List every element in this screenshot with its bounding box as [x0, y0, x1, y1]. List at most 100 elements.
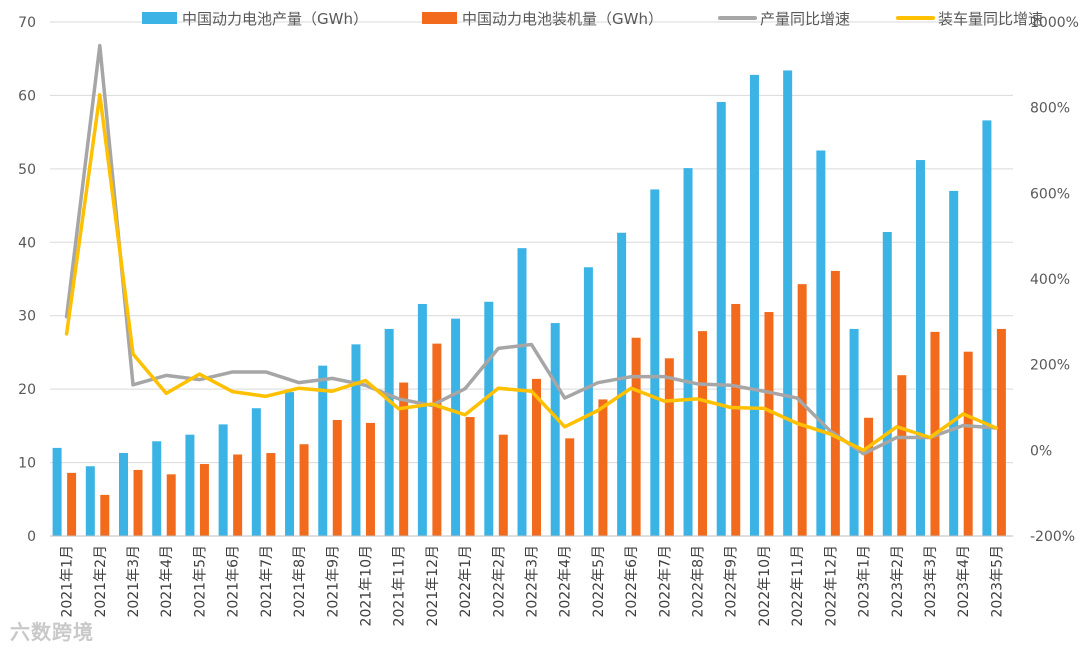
y-left-tick-label: 30 — [18, 309, 36, 325]
bar-production — [85, 466, 95, 536]
y-right-tick-label: 200% — [1030, 358, 1070, 374]
bar-production — [617, 232, 627, 537]
bar-production — [816, 150, 826, 536]
legend: 中国动力电池产量（GWh） 中国动力电池装机量（GWh） 产量同比增速 装车量同比增速 — [142, 10, 1043, 28]
gridlines — [50, 21, 1013, 537]
y-right-tick-label: -200% — [1030, 529, 1075, 545]
x-tick-label: 2023年5月 — [989, 545, 1005, 618]
legend-label: 中国动力电池装机量（GWh） — [462, 10, 663, 28]
bar-installed — [432, 343, 442, 536]
x-tick-label: 2021年9月 — [325, 545, 341, 618]
bar-installed — [897, 375, 907, 536]
bar-production — [650, 189, 660, 537]
bar-installed — [100, 494, 110, 536]
bar-installed — [266, 453, 276, 536]
y-axis-right: -200% 0% 200% 400% 600% 800% 1000% — [1030, 15, 1079, 545]
bar-production — [550, 323, 560, 536]
x-tick-label: 2022年11月 — [790, 545, 806, 626]
x-axis: 2021年1月 2021年2月 2021年3月 2021年4月 2021年5月 2021年… — [50, 535, 1013, 626]
y-left-tick-label: 10 — [18, 456, 36, 472]
bar-series-group — [52, 70, 1006, 537]
y-right-tick-label: 800% — [1030, 101, 1070, 117]
bar-production — [783, 70, 793, 537]
bar-installed — [664, 358, 674, 536]
line-installed-yoy — [64, 93, 999, 453]
bar-production — [982, 120, 992, 536]
bar-installed — [133, 469, 143, 536]
x-tick-label: 2021年1月 — [60, 545, 76, 618]
y-right-tick-label: 400% — [1030, 272, 1070, 288]
bar-installed — [166, 474, 176, 536]
x-tick-label: 2021年3月 — [126, 545, 142, 618]
x-tick-label: 2021年11月 — [392, 545, 408, 626]
x-tick-label: 2023年2月 — [890, 545, 906, 618]
x-tick-label: 2022年1月 — [458, 545, 474, 618]
x-tick-label: 2022年8月 — [691, 545, 707, 618]
y-left-tick-label: 20 — [18, 382, 36, 398]
bar-installed — [698, 331, 708, 536]
bar-production — [417, 303, 427, 536]
bar-production — [849, 328, 859, 536]
bar-installed — [498, 434, 508, 536]
x-tick-label: 2021年7月 — [259, 545, 275, 618]
y-left-tick-label: 40 — [18, 235, 36, 251]
x-tick-label: 2023年1月 — [857, 545, 873, 618]
bar-production — [351, 344, 361, 536]
bar-production — [152, 441, 162, 536]
x-tick-label: 2022年4月 — [558, 545, 574, 618]
bar-production — [683, 168, 693, 536]
y-right-tick-label: 1000% — [1030, 15, 1079, 31]
bar-installed — [565, 438, 575, 536]
bar-production — [915, 160, 925, 537]
x-tick-label: 2021年12月 — [425, 545, 441, 626]
x-tick-label: 2022年6月 — [624, 545, 640, 618]
bar-installed — [233, 454, 243, 536]
x-tick-label: 2021年6月 — [226, 545, 242, 618]
x-tick-label: 2023年4月 — [956, 545, 972, 618]
bar-installed — [864, 417, 874, 536]
x-tick-label: 2021年2月 — [93, 545, 109, 618]
bar-installed — [631, 337, 641, 536]
x-tick-label: 2021年10月 — [358, 545, 374, 626]
x-tick-label: 2022年2月 — [491, 545, 507, 618]
legend-label: 产量同比增速 — [760, 10, 850, 28]
bar-production — [119, 453, 129, 536]
y-right-tick-label: 600% — [1030, 186, 1070, 202]
x-tick-label: 2021年8月 — [292, 545, 308, 618]
bar-installed — [764, 312, 774, 536]
x-tick-label: 2022年7月 — [657, 545, 673, 618]
bar-installed — [731, 303, 741, 536]
y-left-tick-label: 0 — [27, 529, 36, 545]
bar-production — [484, 301, 494, 536]
legend-swatch — [422, 12, 457, 24]
bar-production — [185, 434, 195, 536]
y-left-tick-label: 70 — [18, 15, 36, 31]
legend-label: 中国动力电池产量（GWh） — [182, 10, 368, 28]
bar-production — [218, 424, 228, 536]
y-left-tick-label: 50 — [18, 162, 36, 178]
bar-production — [716, 102, 726, 536]
x-tick-label: 2022年5月 — [591, 545, 607, 618]
x-tick-label: 2023年3月 — [923, 545, 939, 618]
line-series-group — [64, 43, 999, 456]
x-tick-label: 2021年4月 — [159, 545, 175, 618]
legend-swatch — [142, 12, 177, 24]
bar-installed — [299, 444, 309, 536]
bar-production — [882, 232, 892, 536]
bar-installed — [598, 399, 608, 536]
x-tick-label: 2021年5月 — [192, 545, 208, 618]
bar-production — [451, 318, 461, 536]
x-tick-label: 2022年12月 — [823, 545, 839, 626]
bar-installed — [797, 284, 807, 536]
bar-installed — [399, 382, 409, 536]
bar-production — [384, 328, 394, 536]
y-right-tick-label: 0% — [1030, 443, 1052, 459]
bar-production — [749, 74, 759, 537]
bar-installed — [996, 328, 1006, 536]
bar-production — [285, 392, 295, 536]
bar-installed — [332, 419, 342, 536]
bar-production — [583, 267, 593, 536]
bar-production — [251, 408, 261, 536]
